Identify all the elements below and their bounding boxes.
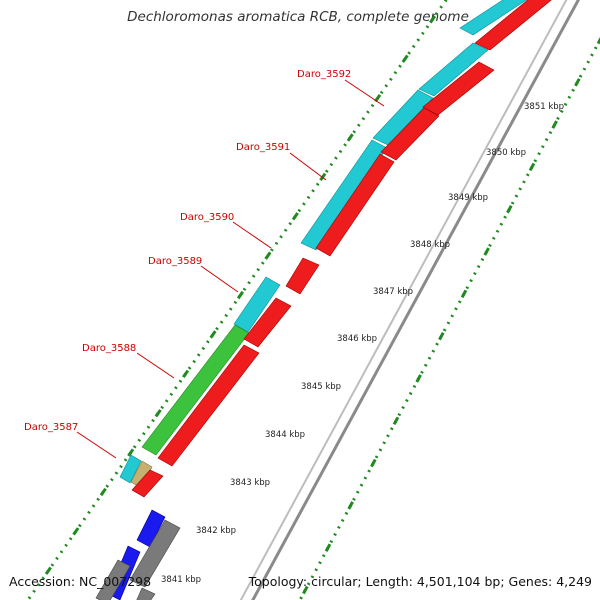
accession-text: Accession: NC_007298 bbox=[9, 574, 152, 589]
major-tick bbox=[44, 566, 52, 575]
major-tick bbox=[596, 36, 600, 45]
major-tick bbox=[127, 448, 135, 457]
scale-label-3850: 3850 kbp bbox=[486, 148, 526, 158]
major-tick bbox=[506, 205, 513, 214]
gene-label-daro-3587: Daro_3587 bbox=[24, 422, 78, 433]
gene-feature-red bbox=[131, 469, 164, 498]
major-tick bbox=[99, 487, 107, 497]
gene-label-daro-3590: Daro_3590 bbox=[180, 212, 234, 223]
scale-label-3846: 3846 kbp bbox=[337, 334, 377, 344]
major-tick bbox=[72, 527, 80, 536]
major-tick bbox=[346, 133, 354, 142]
topology-text: Topology: circular; Length: 4,501,104 bp… bbox=[248, 574, 592, 589]
scale-label-3841: 3841 kbp bbox=[161, 575, 201, 585]
gene-feature-cyan bbox=[418, 42, 489, 97]
major-tick bbox=[415, 374, 422, 383]
major-tick bbox=[528, 162, 536, 172]
gene-label-daro-3588: Daro_3588 bbox=[82, 343, 136, 354]
scale-label-3843: 3843 kbp bbox=[230, 478, 270, 488]
backbone-line-inner bbox=[239, 0, 568, 600]
major-tick bbox=[429, 15, 437, 24]
major-tick bbox=[319, 172, 327, 182]
major-tick bbox=[574, 78, 581, 87]
major-tick bbox=[264, 251, 272, 260]
scale-label-3848: 3848 kbp bbox=[410, 240, 450, 250]
major-tick bbox=[182, 369, 190, 378]
gene-feature-red bbox=[315, 153, 395, 257]
scale-label-3844: 3844 kbp bbox=[265, 430, 305, 440]
gene-label-daro-3591: Daro_3591 bbox=[236, 142, 290, 153]
major-tick bbox=[401, 54, 409, 63]
gene-label-daro-3589: Daro_3589 bbox=[148, 256, 202, 267]
gene-feature-red bbox=[243, 297, 292, 348]
gene-feature-cyan bbox=[459, 0, 527, 36]
major-tick bbox=[154, 409, 162, 418]
scale-label-3849: 3849 kbp bbox=[448, 193, 488, 203]
gene-feature-red bbox=[157, 344, 260, 467]
gene-feature-red bbox=[285, 257, 320, 295]
gene-feature-red bbox=[474, 0, 552, 51]
major-tick-marks bbox=[44, 15, 600, 595]
gene-label-leader bbox=[76, 431, 117, 459]
major-tick bbox=[291, 212, 299, 221]
gene-feature-gray bbox=[129, 519, 181, 588]
gene-feature-gray bbox=[136, 587, 156, 600]
gene-label-leader bbox=[344, 79, 385, 107]
map-title: Dechloromonas aromatica RCB, complete ge… bbox=[127, 9, 469, 25]
scale-label-3845: 3845 kbp bbox=[301, 382, 341, 392]
major-tick bbox=[324, 543, 332, 552]
gene-feature-cyan bbox=[300, 139, 388, 251]
major-tick bbox=[438, 331, 445, 341]
gene-label-leader bbox=[289, 152, 327, 181]
major-tick bbox=[347, 501, 354, 510]
backbone-line-outer bbox=[251, 0, 581, 600]
gene-label-leader bbox=[200, 265, 239, 293]
scale-label-3847: 3847 kbp bbox=[373, 287, 413, 297]
major-tick bbox=[551, 120, 558, 129]
major-tick bbox=[392, 416, 400, 426]
dotted-tick-track-inner bbox=[26, 0, 448, 600]
gene-feature-gray bbox=[95, 559, 131, 600]
gene-label-daro-3592: Daro_3592 bbox=[297, 69, 351, 80]
major-tick bbox=[460, 289, 468, 299]
major-tick bbox=[209, 330, 217, 339]
scale-label-3851: 3851 kbp bbox=[524, 102, 564, 112]
gene-feature-red bbox=[422, 61, 495, 116]
gene-feature-red bbox=[380, 107, 440, 161]
major-tick bbox=[483, 247, 490, 256]
major-tick bbox=[236, 290, 244, 300]
gene-label-leader bbox=[232, 221, 272, 249]
major-tick bbox=[370, 458, 377, 468]
gene-label-leader bbox=[136, 352, 175, 379]
scale-label-3842: 3842 kbp bbox=[196, 526, 236, 536]
gene-feature-green bbox=[141, 324, 250, 456]
gene-feature-cyan bbox=[233, 276, 281, 333]
major-tick bbox=[302, 585, 309, 595]
gene-feature-cyan bbox=[119, 454, 142, 484]
